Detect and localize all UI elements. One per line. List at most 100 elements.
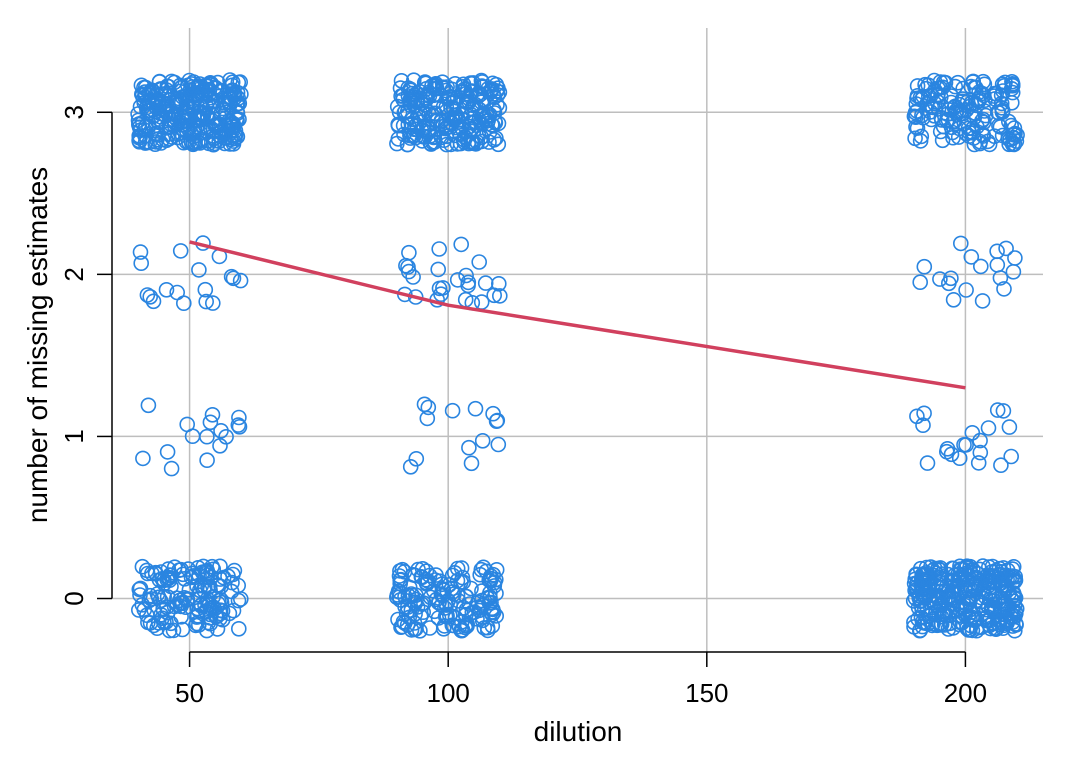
data-point: [431, 280, 448, 297]
data-point: [981, 612, 997, 629]
data-point: [211, 133, 227, 149]
data-point: [489, 412, 506, 429]
data-point: [202, 414, 219, 431]
data-point: [437, 600, 453, 616]
data-point: [162, 119, 179, 135]
data-point: [213, 422, 229, 439]
data-point: [198, 293, 214, 310]
data-point: [968, 622, 985, 639]
data-point: [958, 282, 974, 298]
data-point: [476, 620, 493, 636]
data-point: [966, 136, 983, 153]
data-point: [202, 75, 219, 91]
data-point: [431, 241, 448, 257]
data-point: [390, 611, 406, 628]
data-point: [172, 124, 189, 141]
data-point: [1007, 250, 1023, 266]
data-point: [474, 609, 491, 625]
data-point: [191, 262, 207, 278]
data-point: [467, 400, 484, 417]
data-point: [151, 73, 168, 90]
data-point: [210, 577, 226, 594]
data-point: [998, 240, 1014, 257]
data-point: [1005, 558, 1022, 575]
data-point: [205, 94, 221, 110]
data-point: [965, 73, 982, 90]
data-point: [135, 450, 151, 467]
data-point: [919, 455, 936, 471]
data-point: [913, 577, 929, 593]
data-point: [163, 460, 180, 477]
data-point: [415, 604, 432, 621]
data-point: [1006, 622, 1023, 639]
data-point: [463, 134, 480, 150]
data-point: [465, 123, 482, 140]
data-point: [1001, 136, 1018, 153]
data-point: [212, 605, 229, 622]
data-point: [212, 437, 228, 454]
data-point: [139, 287, 156, 303]
data-point: [458, 267, 474, 284]
data-point: [132, 129, 148, 146]
data-point: [392, 80, 409, 96]
data-point: [475, 91, 491, 107]
data-point: [464, 135, 481, 151]
data-point: [160, 78, 177, 95]
data-point: [950, 129, 967, 145]
data-point: [963, 604, 980, 621]
data-point: [132, 580, 149, 597]
data-point: [229, 96, 245, 112]
data-point: [408, 450, 425, 467]
data-point: [491, 288, 508, 304]
data-point: [205, 295, 221, 311]
data-point: [132, 587, 148, 603]
data-point: [393, 73, 410, 89]
data-point: [427, 76, 444, 92]
data-point: [184, 93, 200, 109]
data-point: [414, 569, 430, 586]
data-point: [140, 397, 157, 414]
data-point: [132, 98, 149, 115]
data-point: [172, 243, 189, 259]
data-point: [945, 291, 962, 308]
data-point: [163, 615, 179, 632]
data-point: [403, 115, 420, 132]
data-point: [225, 270, 242, 287]
data-point: [989, 615, 1006, 631]
data-point: [974, 293, 991, 309]
data-point: [920, 88, 937, 105]
data-point: [431, 594, 447, 611]
data-point: [199, 428, 215, 445]
data-point: [923, 111, 940, 128]
data-point: [172, 77, 188, 94]
data-point: [405, 269, 421, 285]
data-point: [441, 576, 458, 593]
data-point: [919, 615, 936, 632]
data-point: [443, 136, 459, 153]
data-point: [1006, 597, 1023, 614]
data-point: [433, 586, 450, 602]
data-point: [169, 284, 185, 301]
data-point: [418, 89, 434, 106]
data-point: [461, 439, 477, 456]
data-point: [149, 620, 165, 637]
data-point: [217, 95, 233, 111]
x-tick-label: 50: [175, 678, 204, 708]
data-point: [986, 128, 1003, 144]
data-point: [460, 274, 477, 291]
data-point: [988, 562, 1005, 579]
data-point: [227, 130, 243, 147]
data-point: [490, 436, 507, 453]
data-point: [439, 609, 455, 625]
trend-line: [189, 240, 966, 390]
x-axis-title: dilution: [534, 716, 623, 747]
data-point: [454, 622, 471, 638]
data-point: [197, 281, 214, 298]
data-point: [133, 255, 149, 272]
data-point: [489, 96, 505, 113]
jittered-points: [130, 72, 1025, 639]
data-point: [970, 455, 987, 471]
data-point: [947, 78, 964, 95]
data-point: [231, 409, 247, 426]
data-point: [400, 259, 416, 275]
